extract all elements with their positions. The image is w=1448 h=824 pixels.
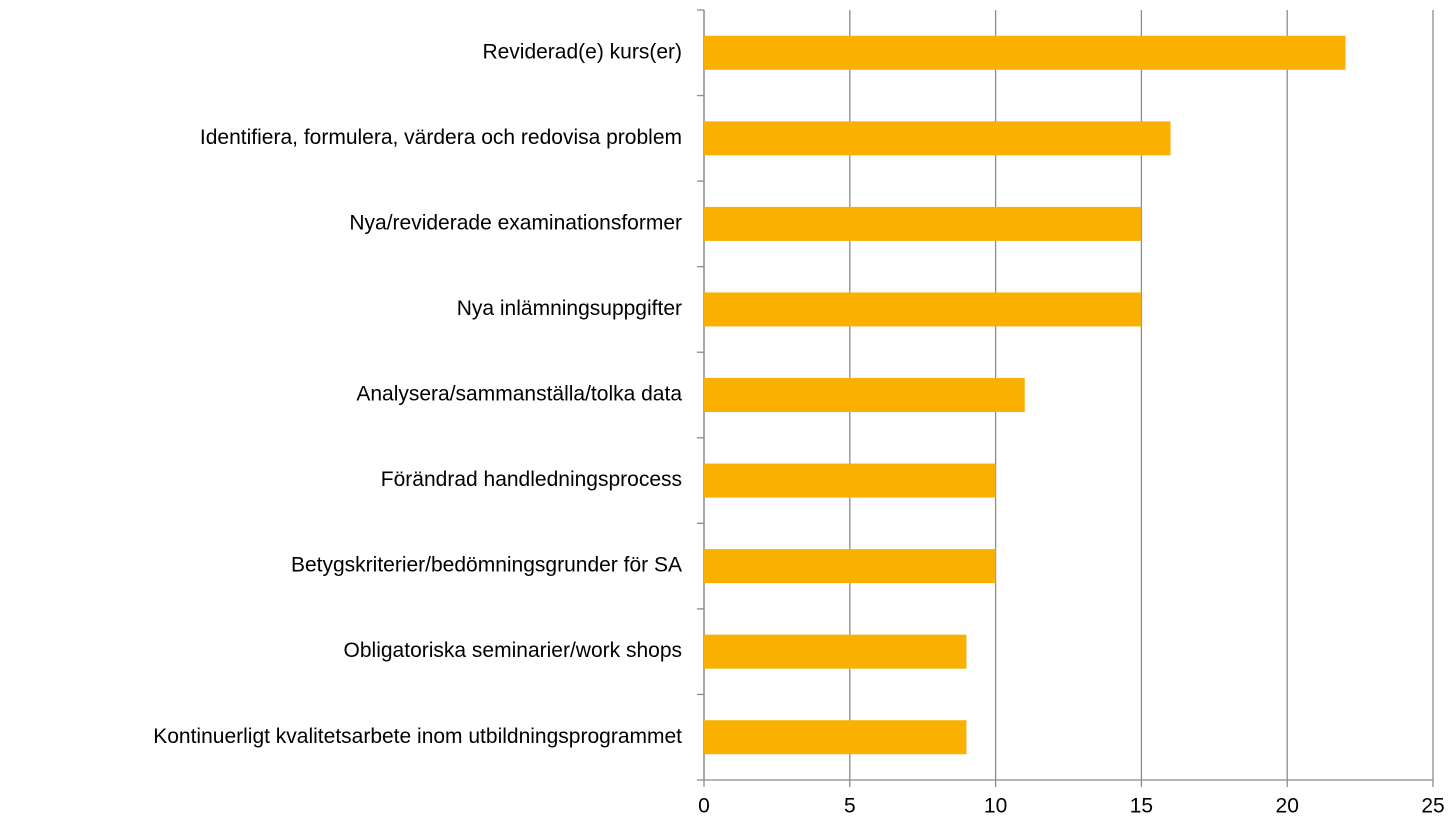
bar [704, 463, 996, 498]
x-tick-label: 10 [984, 795, 1007, 818]
bar [704, 121, 1171, 156]
x-tick-label: 5 [844, 795, 856, 818]
y-tick-label: Analysera/sammanställa/tolka data [356, 383, 682, 406]
bar [704, 35, 1346, 70]
x-tick-label: 15 [1130, 795, 1153, 818]
bar [704, 634, 967, 669]
bar [704, 292, 1142, 327]
y-tick-label: Identifiera, formulera, värdera och redo… [200, 126, 682, 149]
y-tick-label: Förändrad handledningsprocess [381, 468, 682, 491]
bar [704, 720, 967, 755]
y-tick-label: Reviderad(e) kurs(er) [482, 40, 682, 63]
x-tick-label: 20 [1276, 795, 1299, 818]
y-tick-label: Nya inlämningsuppgifter [457, 297, 682, 320]
y-tick-label: Kontinuerligt kvalitetsarbete inom utbil… [153, 725, 682, 748]
bar [704, 549, 996, 584]
y-tick-label: Betygskriterier/bedömningsgrunder för SA [291, 554, 682, 577]
x-tick-label: 0 [698, 795, 710, 818]
bar [704, 378, 1025, 412]
bar [704, 206, 1142, 241]
y-tick-label: Obligatoriska seminarier/work shops [344, 639, 682, 662]
x-tick-label: 25 [1421, 795, 1444, 818]
y-tick-label: Nya/reviderade examinationsformer [349, 211, 682, 234]
